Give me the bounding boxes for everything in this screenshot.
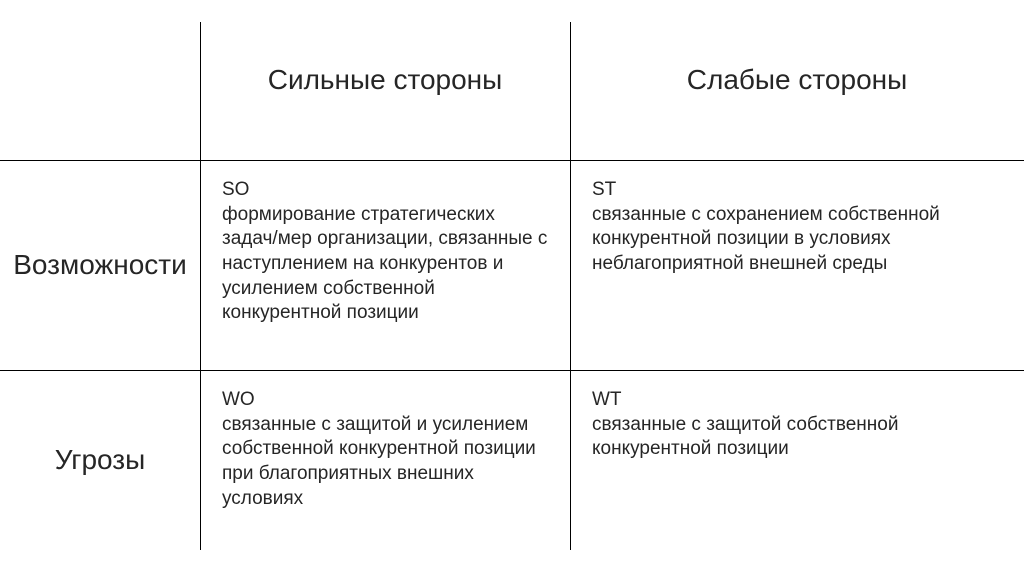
col-header-weaknesses: Слабые стороны <box>570 0 1024 160</box>
cell-st-text: связанные с сохранением собственной конк… <box>592 204 940 274</box>
divider-vertical-1 <box>200 22 201 550</box>
divider-horizontal-1 <box>0 160 1024 161</box>
swot-matrix: Сильные стороны Слабые стороны Возможнос… <box>0 0 1024 574</box>
cell-wo-text: связанные с защитой и усилением собствен… <box>222 414 536 509</box>
cell-st-code: ST <box>592 178 1006 203</box>
row-header-opportunities: Возможности <box>0 160 200 370</box>
divider-vertical-2 <box>570 22 571 550</box>
cell-st: ST связанные с сохранением собственной к… <box>570 160 1024 370</box>
cell-wo: WO связанные с защитой и усилением собст… <box>200 370 570 550</box>
row-header-threats: Угрозы <box>0 370 200 550</box>
divider-horizontal-2 <box>0 370 1024 371</box>
cell-so-text: формирование стратегических задач/мер ор… <box>222 204 547 324</box>
cell-so: SO формирование стратегических задач/мер… <box>200 160 570 370</box>
cell-wt: WT связанные с защитой собственной конку… <box>570 370 1024 550</box>
cell-so-code: SO <box>222 178 552 203</box>
col-header-strengths: Сильные стороны <box>200 0 570 160</box>
cell-wt-code: WT <box>592 388 1006 413</box>
cell-wt-text: связанные с защитой собственной конкурен… <box>592 414 898 460</box>
cell-wo-code: WO <box>222 388 552 413</box>
